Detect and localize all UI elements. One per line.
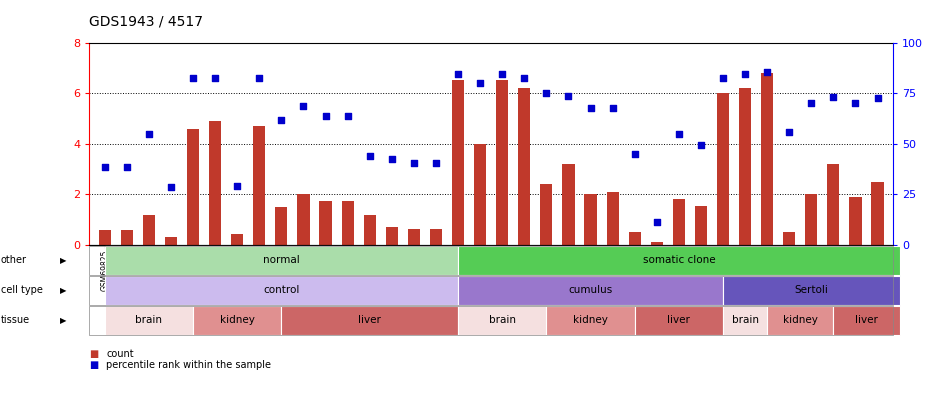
Text: ▶: ▶ [60,286,67,295]
Bar [717,93,729,245]
Point [450,71,465,77]
Point [97,163,112,170]
Point [429,160,444,166]
Bar [629,232,641,245]
Bar [430,228,442,245]
Point [119,163,134,170]
Text: liver: liver [855,315,878,325]
Bar [850,197,862,245]
Point [362,153,377,160]
Point [760,68,775,75]
Bar [518,88,530,245]
Bar [606,192,619,245]
Bar [871,182,884,245]
Bar [739,88,751,245]
Bar [385,227,398,245]
Text: somatic clone: somatic clone [643,256,715,265]
Point [384,156,400,162]
Point [627,151,642,157]
Bar [806,194,818,245]
Bar [297,194,309,245]
Bar [562,164,574,245]
Point [650,219,665,226]
Bar [320,201,332,245]
Text: kidney: kidney [220,315,255,325]
Text: other: other [1,256,27,265]
Point [539,90,554,96]
Bar [827,164,839,245]
Text: brain: brain [135,315,163,325]
Point [694,142,709,148]
Bar [761,73,774,245]
Point [340,113,355,119]
Text: Sertoli: Sertoli [794,286,828,295]
Text: control: control [263,286,300,295]
Point [715,75,730,81]
Text: kidney: kidney [573,315,608,325]
Bar [474,144,486,245]
Bar [452,81,464,245]
Point [738,71,753,77]
Bar [120,230,133,245]
Bar [275,207,288,245]
Point [848,100,863,107]
Point [671,130,686,137]
Text: cumulus: cumulus [569,286,613,295]
Point [318,113,333,119]
Point [141,130,156,137]
Text: ▶: ▶ [60,256,67,265]
Bar [209,121,221,245]
Point [605,105,620,111]
Bar [143,215,155,245]
Point [406,160,421,166]
Point [782,129,797,136]
Bar [341,201,353,245]
Text: percentile rank within the sample: percentile rank within the sample [106,360,272,370]
Point [473,80,488,86]
Text: ■: ■ [89,360,99,370]
Point [208,75,223,81]
Text: liver: liver [358,315,381,325]
Bar [99,230,111,245]
Point [804,100,819,107]
Point [494,71,509,77]
Bar [695,206,707,245]
Bar [408,228,420,245]
Bar [650,243,663,245]
Point [826,94,841,100]
Point [561,92,576,99]
Bar [783,232,795,245]
Bar [496,81,509,245]
Point [274,117,289,123]
Bar [164,237,177,245]
Text: GDS1943 / 4517: GDS1943 / 4517 [89,14,203,28]
Bar [540,184,553,245]
Text: normal: normal [263,256,300,265]
Text: ▶: ▶ [60,316,67,325]
Point [296,102,311,109]
Bar [364,215,376,245]
Text: count: count [106,350,133,359]
Bar [673,200,685,245]
Text: tissue: tissue [1,315,30,325]
Text: cell type: cell type [1,286,43,295]
Text: ■: ■ [89,350,99,359]
Point [229,182,244,189]
Point [252,75,267,81]
Bar [253,126,265,245]
Text: kidney: kidney [783,315,818,325]
Text: brain: brain [489,315,516,325]
Point [583,105,598,111]
Bar [187,129,199,245]
Bar [231,234,243,245]
Point [870,95,885,101]
Point [185,75,200,81]
Point [164,183,179,190]
Text: liver: liver [667,315,690,325]
Point [517,75,532,81]
Text: brain: brain [731,315,759,325]
Bar [585,194,597,245]
